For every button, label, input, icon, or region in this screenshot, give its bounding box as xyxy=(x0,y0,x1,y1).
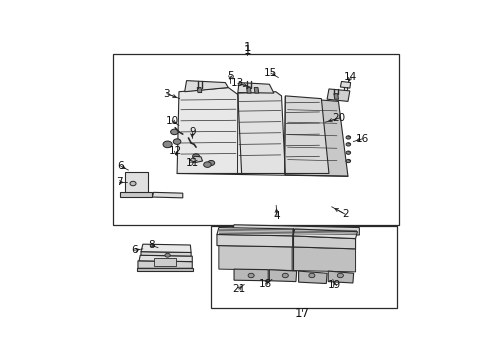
Polygon shape xyxy=(120,192,152,197)
Bar xyxy=(125,172,148,193)
Text: 19: 19 xyxy=(328,280,342,290)
Text: 17: 17 xyxy=(295,307,310,320)
Polygon shape xyxy=(341,81,351,88)
Text: 6: 6 xyxy=(117,161,123,171)
Polygon shape xyxy=(328,271,354,283)
Text: 4: 4 xyxy=(273,211,280,221)
Text: 1: 1 xyxy=(244,41,251,54)
Bar xyxy=(153,258,176,266)
Polygon shape xyxy=(292,247,356,272)
Circle shape xyxy=(282,273,288,278)
Text: 15: 15 xyxy=(264,68,277,78)
Text: 2: 2 xyxy=(342,209,348,219)
Polygon shape xyxy=(217,228,293,236)
Polygon shape xyxy=(293,229,358,239)
Bar xyxy=(113,54,399,225)
Circle shape xyxy=(309,273,315,278)
Polygon shape xyxy=(177,87,242,174)
Polygon shape xyxy=(141,244,191,252)
Text: 12: 12 xyxy=(170,146,183,156)
Polygon shape xyxy=(219,246,293,270)
Polygon shape xyxy=(285,96,329,174)
Polygon shape xyxy=(238,82,274,93)
Polygon shape xyxy=(298,271,327,284)
Text: 18: 18 xyxy=(259,279,272,288)
Polygon shape xyxy=(334,94,339,99)
Circle shape xyxy=(171,129,178,135)
Polygon shape xyxy=(246,87,251,93)
Circle shape xyxy=(130,181,136,186)
Polygon shape xyxy=(152,192,183,198)
Polygon shape xyxy=(234,269,268,281)
Text: 7: 7 xyxy=(116,177,122,187)
Text: 6: 6 xyxy=(131,245,138,255)
Polygon shape xyxy=(185,81,228,92)
Polygon shape xyxy=(137,268,193,271)
Polygon shape xyxy=(190,156,202,162)
Polygon shape xyxy=(139,255,192,262)
Circle shape xyxy=(346,159,351,163)
Circle shape xyxy=(337,273,343,278)
Text: 10: 10 xyxy=(166,116,179,126)
Circle shape xyxy=(346,136,351,139)
Circle shape xyxy=(346,143,351,146)
Polygon shape xyxy=(238,92,285,174)
Text: 3: 3 xyxy=(164,89,170,99)
Text: 21: 21 xyxy=(232,284,245,294)
Circle shape xyxy=(346,151,351,154)
Polygon shape xyxy=(254,87,259,93)
Polygon shape xyxy=(293,236,356,249)
Text: 11: 11 xyxy=(186,158,199,168)
Polygon shape xyxy=(285,97,348,176)
Text: 13: 13 xyxy=(231,78,245,89)
Text: 8: 8 xyxy=(148,240,154,250)
Text: 9: 9 xyxy=(189,127,196,138)
Polygon shape xyxy=(232,225,359,235)
Polygon shape xyxy=(270,270,297,282)
Circle shape xyxy=(173,139,181,144)
Text: 14: 14 xyxy=(344,72,357,82)
Polygon shape xyxy=(138,261,192,268)
Polygon shape xyxy=(141,252,191,256)
Text: 5: 5 xyxy=(227,72,234,81)
Circle shape xyxy=(248,273,254,278)
Circle shape xyxy=(204,162,211,167)
Text: 16: 16 xyxy=(356,134,369,144)
Circle shape xyxy=(208,161,215,166)
Text: 20: 20 xyxy=(333,113,346,123)
Polygon shape xyxy=(197,87,202,93)
Text: 1: 1 xyxy=(244,44,251,57)
Circle shape xyxy=(193,154,199,159)
Bar xyxy=(211,226,397,308)
Polygon shape xyxy=(327,89,350,102)
Circle shape xyxy=(165,253,170,257)
Circle shape xyxy=(163,141,172,148)
Polygon shape xyxy=(217,234,293,247)
